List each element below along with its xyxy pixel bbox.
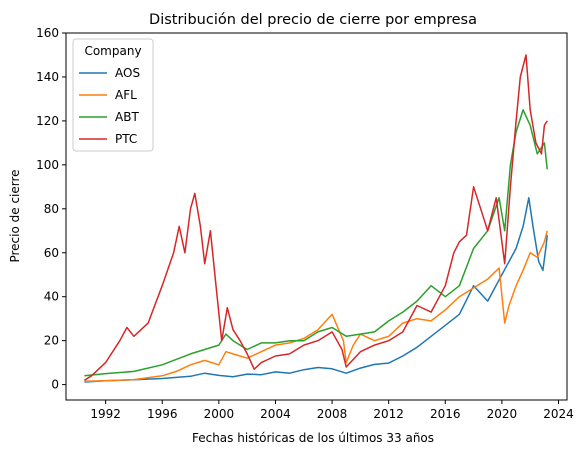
x-tick-label: 2008	[317, 407, 348, 421]
y-tick-label: 20	[44, 334, 59, 348]
y-tick-label: 120	[36, 114, 59, 128]
legend-box	[72, 38, 154, 152]
legend-label-ptc: PTC	[115, 132, 137, 146]
x-tick-label: 1996	[147, 407, 178, 421]
series-line-ptc	[84, 54, 548, 381]
legend-title: Company	[84, 44, 141, 58]
y-tick-label: 100	[36, 158, 59, 172]
legend-label-abt: ABT	[115, 110, 139, 124]
series-line-afl	[84, 230, 548, 383]
x-axis-label: Fechas históricas de los últimos 33 años	[192, 431, 434, 445]
y-tick-label: 80	[44, 202, 59, 216]
legend-label-aos: AOS	[115, 66, 140, 80]
x-tick-label: 2000	[204, 407, 235, 421]
y-axis-label: Precio de cierre	[8, 169, 22, 262]
series-layer	[84, 54, 548, 383]
y-tick-label: 160	[36, 26, 59, 40]
y-tick-label: 60	[44, 246, 59, 260]
y-tick-label: 0	[51, 378, 59, 392]
legend-label-afl: AFL	[115, 88, 137, 102]
x-tick-label: 2020	[487, 407, 518, 421]
series-line-abt	[84, 109, 548, 377]
x-axis: 1992 1996 2000 2004 2008 2012 2016 2020 2024	[90, 400, 574, 421]
x-tick-label: 2012	[373, 407, 404, 421]
x-tick-label: 2024	[543, 407, 574, 421]
y-tick-label: 40	[44, 290, 59, 304]
x-tick-label: 2016	[430, 407, 461, 421]
legend: Company AOS AFL ABT PTC	[72, 38, 154, 152]
series-line-aos	[84, 197, 548, 383]
y-tick-label: 140	[36, 70, 59, 84]
chart-title: Distribución del precio de cierre por em…	[149, 12, 477, 28]
y-axis: 0 20 40 60 80 100 120 140 160	[36, 26, 66, 392]
plot-frame	[65, 32, 568, 401]
x-tick-label: 1992	[90, 407, 121, 421]
x-tick-label: 2004	[260, 407, 291, 421]
